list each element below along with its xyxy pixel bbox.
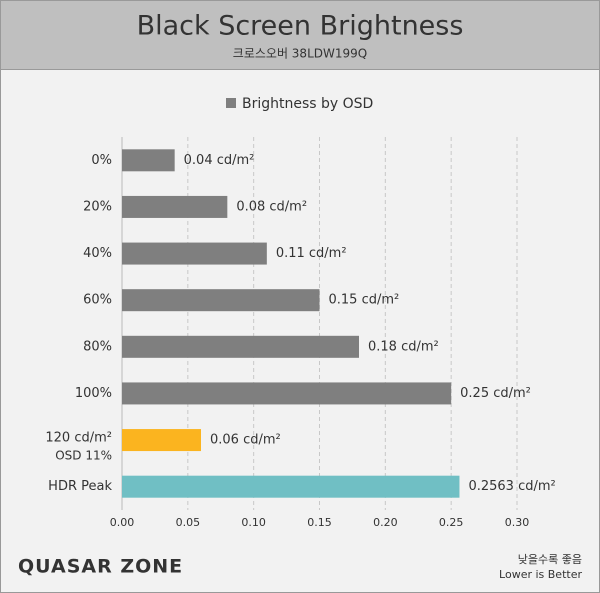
legend-label: Brightness by OSD — [242, 96, 373, 112]
y-tick-label: 0% — [91, 153, 112, 168]
value-label: 0.04 cd/m² — [184, 153, 255, 168]
bar — [122, 475, 460, 498]
bar — [122, 429, 201, 452]
x-tick-label: 0.30 — [505, 516, 530, 529]
y-tick-label: 60% — [83, 293, 112, 308]
bar — [122, 149, 175, 172]
y-tick-label: 40% — [83, 246, 112, 261]
x-tick-label: 0.25 — [439, 516, 464, 529]
legend-swatch — [226, 98, 236, 108]
y-tick-label: HDR Peak — [48, 479, 112, 494]
x-tick-label: 0.15 — [307, 516, 332, 529]
y-tick-label: 20% — [83, 199, 112, 214]
y-tick-sublabel: OSD 11% — [55, 449, 112, 463]
value-label: 0.08 cd/m² — [236, 199, 307, 214]
value-label: 0.06 cd/m² — [210, 433, 281, 448]
x-tick-label: 0.20 — [373, 516, 398, 529]
value-label: 0.15 cd/m² — [329, 293, 400, 308]
bar — [122, 242, 267, 265]
value-label: 0.18 cd/m² — [368, 339, 439, 354]
x-tick-label: 0.00 — [110, 516, 135, 529]
note-ko: 낮을수록 좋음 — [518, 553, 582, 566]
note: Lower is Better — [499, 568, 582, 581]
bar — [122, 335, 359, 358]
y-tick-label: 80% — [83, 339, 112, 354]
chart-subtitle: 크로스오버 38LDW199Q — [233, 47, 367, 61]
header — [0, 0, 600, 70]
logo: QUASAR ZONE — [18, 556, 183, 578]
value-label: 0.2563 cd/m² — [468, 479, 555, 494]
y-tick-label: 100% — [75, 386, 112, 401]
y-tick-label: 120 cd/m² — [45, 431, 112, 446]
chart-title: Black Screen Brightness — [137, 11, 464, 42]
bar — [122, 289, 320, 312]
value-label: 0.11 cd/m² — [276, 246, 347, 261]
x-tick-label: 0.05 — [176, 516, 201, 529]
bar — [122, 195, 228, 218]
x-tick-label: 0.10 — [241, 516, 266, 529]
bar — [122, 382, 452, 405]
value-label: 0.25 cd/m² — [460, 386, 531, 401]
